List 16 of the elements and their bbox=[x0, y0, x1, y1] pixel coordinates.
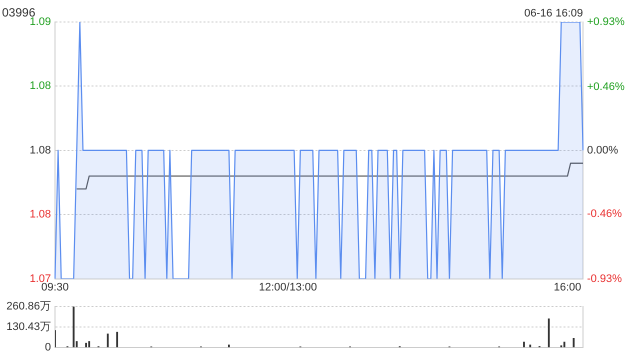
y2-tick-label: 0.00% bbox=[587, 144, 618, 156]
text: 06-16 16:09 bbox=[524, 8, 583, 20]
y-tick-label: 1.08 bbox=[30, 208, 51, 221]
y-tick-label: 1.09 bbox=[30, 16, 51, 28]
x-tick-label: 12:00/13:00 bbox=[258, 281, 318, 294]
x-tick-label: 09:30 bbox=[41, 281, 69, 294]
y2-tick-label: -0.46% bbox=[587, 208, 622, 220]
x-tick-label: 16:00 bbox=[554, 281, 582, 294]
y-tick-label: 130.43万 bbox=[6, 321, 51, 334]
y-tick-label: 1.08 bbox=[30, 144, 51, 156]
y2-tick-label: -0.93% bbox=[587, 272, 622, 285]
y-tick-label: 260.86万 bbox=[6, 300, 51, 313]
y-tick-label: 0 bbox=[44, 341, 51, 354]
y-tick-label: 1.08 bbox=[30, 80, 51, 92]
y2-tick-label: +0.46% bbox=[587, 80, 625, 93]
y2-tick-label: +0.93% bbox=[587, 16, 625, 28]
